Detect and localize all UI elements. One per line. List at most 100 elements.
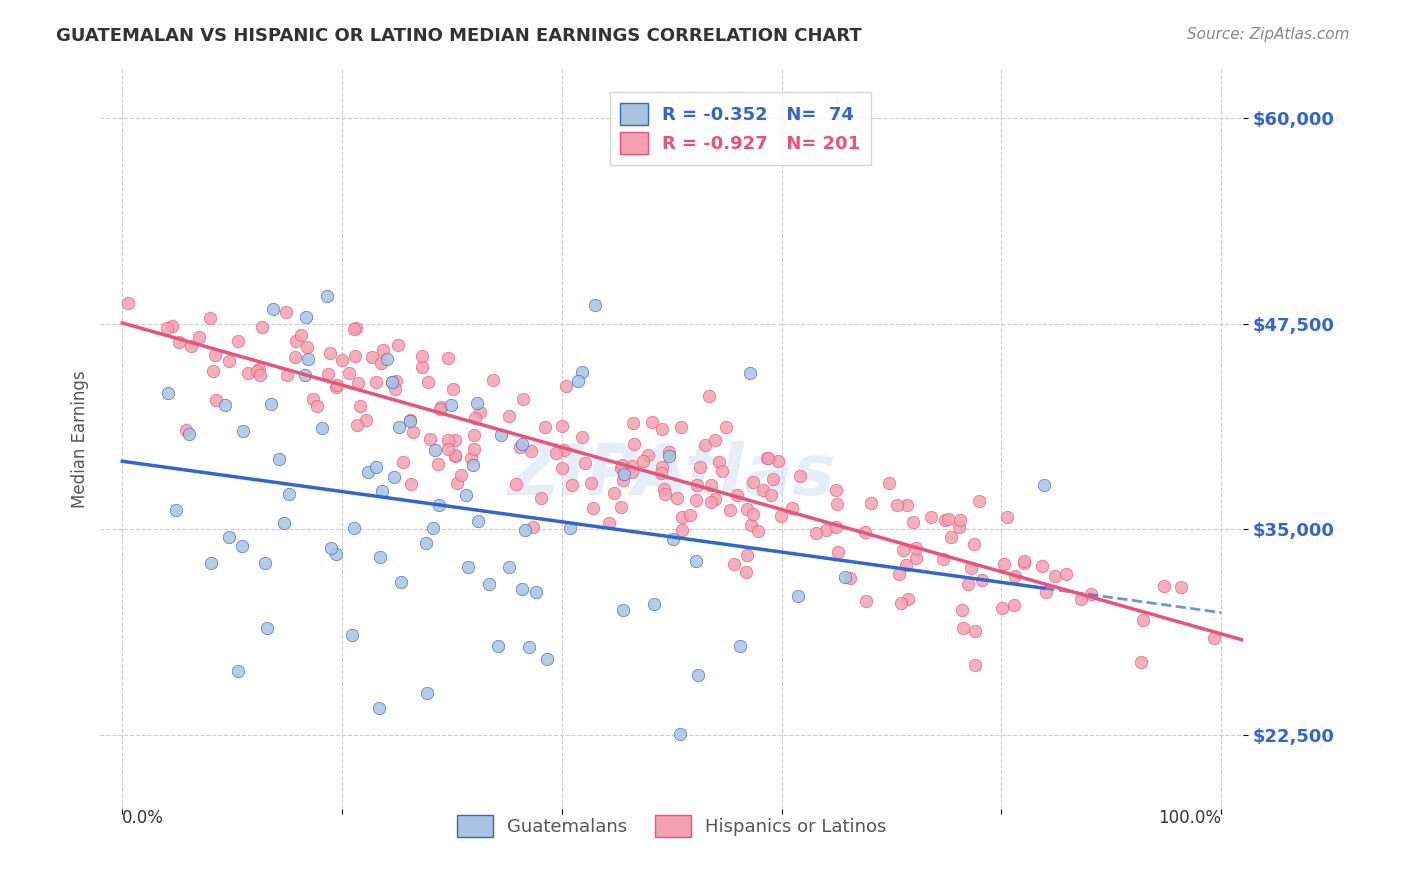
Point	[759, 488, 782, 502]
Point	[786, 589, 808, 603]
Point	[658, 445, 681, 459]
Point	[689, 459, 711, 474]
Point	[517, 640, 540, 654]
Point	[366, 375, 388, 389]
Point	[782, 501, 804, 516]
Point	[423, 442, 446, 457]
Point	[669, 727, 692, 741]
Point	[825, 497, 848, 511]
Text: 100.0%: 100.0%	[1159, 809, 1222, 827]
Point	[651, 422, 673, 436]
Point	[693, 438, 716, 452]
Point	[558, 520, 581, 534]
Point	[553, 442, 575, 457]
Point	[737, 502, 759, 516]
Point	[346, 417, 368, 432]
Point	[179, 426, 201, 441]
Point	[204, 392, 226, 407]
Point	[550, 461, 572, 475]
Point	[460, 450, 482, 465]
Point	[426, 458, 449, 472]
Point	[456, 488, 478, 502]
Point	[725, 488, 748, 502]
Point	[370, 483, 392, 498]
Point	[903, 515, 925, 529]
Point	[330, 353, 353, 368]
Point	[381, 375, 404, 389]
Point	[250, 319, 273, 334]
Point	[598, 516, 620, 531]
Point	[446, 476, 468, 491]
Point	[156, 321, 179, 335]
Point	[373, 343, 395, 358]
Point	[734, 565, 756, 579]
Point	[555, 379, 578, 393]
Point	[582, 501, 605, 516]
Point	[610, 461, 633, 475]
Point	[1204, 631, 1226, 645]
Point	[520, 443, 543, 458]
Point	[894, 558, 917, 572]
Point	[513, 523, 536, 537]
Point	[202, 364, 225, 378]
Point	[603, 486, 626, 500]
Text: ZIPAtlas: ZIPAtlas	[508, 442, 837, 510]
Point	[735, 549, 758, 563]
Point	[815, 523, 838, 537]
Text: GUATEMALAN VS HISPANIC OR LATINO MEDIAN EARNINGS CORRELATION CHART: GUATEMALAN VS HISPANIC OR LATINO MEDIAN …	[56, 27, 862, 45]
Text: 0.0%: 0.0%	[122, 809, 165, 827]
Point	[654, 486, 676, 500]
Point	[347, 376, 370, 391]
Point	[231, 539, 253, 553]
Point	[741, 475, 763, 490]
Point	[723, 557, 745, 571]
Point	[631, 454, 654, 468]
Point	[416, 375, 439, 389]
Point	[1012, 554, 1035, 568]
Point	[804, 525, 827, 540]
Point	[443, 448, 465, 462]
Point	[117, 296, 139, 310]
Point	[340, 628, 363, 642]
Point	[855, 594, 877, 608]
Point	[274, 305, 297, 319]
Point	[700, 495, 723, 509]
Text: Source: ZipAtlas.com: Source: ZipAtlas.com	[1187, 27, 1350, 42]
Point	[963, 624, 986, 639]
Point	[551, 419, 574, 434]
Point	[524, 584, 547, 599]
Point	[685, 493, 707, 508]
Point	[437, 442, 460, 456]
Point	[512, 392, 534, 406]
Point	[429, 401, 451, 416]
Point	[561, 478, 583, 492]
Point	[465, 396, 488, 410]
Point	[714, 419, 737, 434]
Point	[707, 455, 730, 469]
Point	[388, 419, 411, 434]
Point	[740, 518, 762, 533]
Point	[343, 321, 366, 335]
Point	[339, 366, 361, 380]
Point	[967, 494, 990, 508]
Point	[567, 374, 589, 388]
Point	[344, 320, 367, 334]
Point	[949, 513, 972, 527]
Point	[441, 383, 464, 397]
Point	[654, 482, 676, 496]
Point	[686, 668, 709, 682]
Point	[827, 545, 849, 559]
Point	[297, 340, 319, 354]
Point	[440, 398, 463, 412]
Point	[585, 298, 607, 312]
Point	[411, 359, 433, 374]
Point	[536, 652, 558, 666]
Point	[437, 434, 460, 448]
Point	[662, 532, 685, 546]
Point	[357, 465, 380, 479]
Point	[360, 350, 382, 364]
Point	[391, 455, 413, 469]
Point	[789, 469, 811, 483]
Point	[343, 349, 366, 363]
Point	[399, 414, 422, 428]
